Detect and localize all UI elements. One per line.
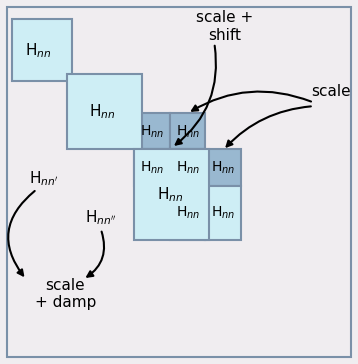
Bar [67,74,141,150]
Text: scale: scale [311,84,351,99]
Text: H$_{nn}$: H$_{nn}$ [175,159,200,176]
Text: H$_{nn}$: H$_{nn}$ [89,102,116,121]
Bar [12,19,72,81]
Bar [170,150,205,186]
Bar [205,150,241,186]
Bar [135,150,170,186]
Text: H$_{nn}$: H$_{nn}$ [140,123,164,140]
Text: H$_{nn}$: H$_{nn}$ [25,41,52,59]
Text: H$_{nn'}$: H$_{nn'}$ [29,169,59,188]
Bar [205,186,241,240]
Text: scale +
shift: scale + shift [196,11,253,43]
Text: H$_{nn}$: H$_{nn}$ [140,159,164,176]
Text: H$_{nn}$: H$_{nn}$ [157,185,183,204]
Text: H$_{nn}$: H$_{nn}$ [175,205,200,221]
Bar [135,113,170,150]
Text: H$_{nn}$: H$_{nn}$ [175,123,200,140]
Text: H$_{nn}$: H$_{nn}$ [211,159,235,176]
Bar [170,186,205,240]
Text: H$_{nn}$: H$_{nn}$ [211,205,235,221]
Bar [170,113,205,150]
Text: scale
+ damp: scale + damp [35,278,96,310]
Bar [135,150,209,240]
Text: H$_{nn''}$: H$_{nn''}$ [85,209,117,228]
